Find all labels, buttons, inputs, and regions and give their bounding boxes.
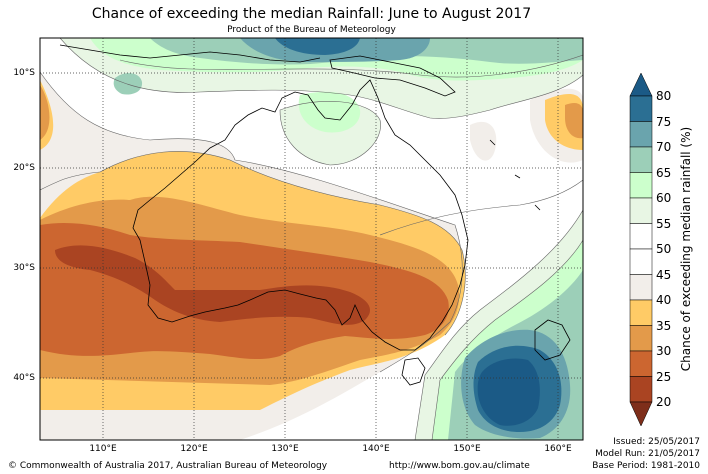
gridlines xyxy=(40,38,583,440)
colorbar-tick: 80 xyxy=(656,89,672,103)
colorbar-25-30 xyxy=(629,350,653,377)
source-url[interactable]: http://www.bom.gov.au/climate xyxy=(389,461,530,471)
zone-65-70-west xyxy=(113,73,143,95)
colorbar-45-50 xyxy=(629,248,653,275)
indonesia-coastline xyxy=(59,44,321,63)
colorbar-50-55 xyxy=(629,223,653,250)
map-frame xyxy=(39,37,584,441)
colorbar-bottom-arrow xyxy=(629,401,653,427)
zone-20-25 xyxy=(55,245,370,325)
colorbar-tick: 50 xyxy=(656,242,672,256)
colorbar-label: Chance of exceeding median rainfall (%) xyxy=(679,126,693,372)
zone-above-80-se xyxy=(477,358,540,426)
lat-label: 10°S xyxy=(13,68,35,78)
australia-coastline xyxy=(132,79,469,351)
coastlines xyxy=(59,44,571,386)
colorbar-tick: 70 xyxy=(656,140,672,154)
issued-date: Issued: 25/05/2017 xyxy=(613,437,700,447)
contour-lines xyxy=(40,38,583,440)
copyright-text: © Commonwealth of Australia 2017, Austra… xyxy=(8,461,328,471)
colorbar-55-60 xyxy=(629,197,653,224)
colorbar-tick: 55 xyxy=(656,216,672,231)
coral-sea-islands xyxy=(489,139,541,211)
colorbar-60-65 xyxy=(629,172,653,199)
tasmania-coastline xyxy=(401,357,426,386)
base-period: Base Period: 1981-2010 xyxy=(592,461,700,471)
colorbar-top-arrow xyxy=(629,72,653,97)
colorbar-75-80 xyxy=(629,95,653,122)
colorbar-40-45 xyxy=(629,274,653,301)
lon-label: 110°E xyxy=(89,444,117,454)
lat-label: 30°S xyxy=(13,263,35,273)
model-run-date: Model Run: 21/05/2017 xyxy=(595,449,700,459)
colorbar-tick: 35 xyxy=(656,318,672,333)
colorbar-tick: 45 xyxy=(656,267,672,282)
map-title: Chance of exceeding the median Rainfall:… xyxy=(91,6,532,22)
lat-label: 20°S xyxy=(13,163,35,173)
lon-label: 130°E xyxy=(271,444,299,454)
colorbar-tick: 25 xyxy=(656,369,672,384)
colorbar-35-40 xyxy=(629,299,653,326)
colorbar-70-75 xyxy=(629,121,653,148)
map-subtitle: Product of the Bureau of Meteorology xyxy=(227,25,396,35)
colorbar xyxy=(629,72,653,427)
colorbar-tick: 75 xyxy=(656,114,672,129)
zone-40-45-east xyxy=(470,121,497,161)
zone-75-80-north xyxy=(275,38,360,55)
lat-label: 40°S xyxy=(13,373,35,383)
colorbar-tick: 65 xyxy=(656,165,672,180)
colorbar-20-25 xyxy=(629,376,653,403)
nz-coastline xyxy=(534,319,571,361)
colorbar-65-70 xyxy=(629,146,653,173)
colorbar-30-35 xyxy=(629,325,653,352)
colorbar-tick: 40 xyxy=(656,293,672,307)
map-area xyxy=(40,38,583,440)
lon-label: 160°E xyxy=(544,444,572,454)
new-guinea-coastline xyxy=(329,55,456,97)
lon-label: 120°E xyxy=(180,444,208,454)
colorbar-tick: 30 xyxy=(656,344,672,358)
colorbar-tick: 20 xyxy=(656,395,672,409)
lon-label: 150°E xyxy=(453,444,481,454)
colorbar-tick: 60 xyxy=(656,191,672,205)
lon-label: 140°E xyxy=(362,444,390,454)
zone-30-35-ne xyxy=(565,102,583,139)
